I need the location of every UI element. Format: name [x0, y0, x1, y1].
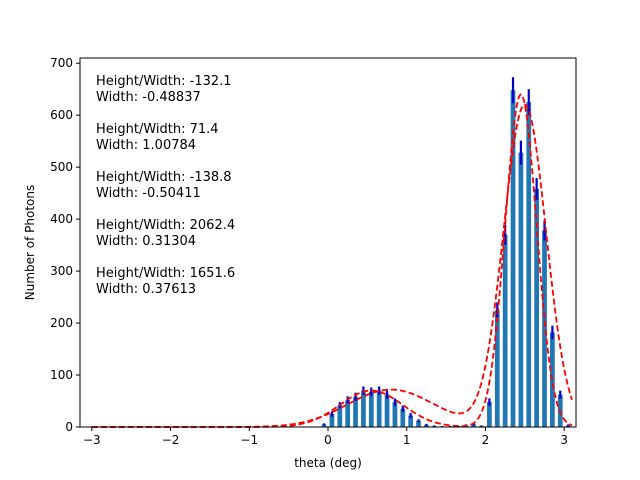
annotation-width: Width: 0.31304 — [96, 234, 196, 249]
annotation-width: Width: 0.37613 — [96, 282, 196, 297]
histogram-bar — [368, 391, 374, 427]
x-tick-label: 3 — [560, 433, 568, 447]
histogram-bar — [345, 399, 351, 427]
y-tick-label: 700 — [50, 56, 73, 70]
y-tick-label: 0 — [65, 420, 73, 434]
annotation-width: Width: 1.00784 — [96, 138, 196, 153]
x-tick-label: 0 — [324, 433, 332, 447]
y-axis-ticks: 0 100 200 300 400 500 600 700 — [50, 56, 80, 434]
histogram-bar — [361, 390, 366, 427]
annotation-width: Width: -0.50411 — [96, 186, 201, 201]
histogram-bar — [471, 424, 477, 427]
y-tick-label: 400 — [50, 212, 73, 226]
annotation-width: Width: -0.48837 — [96, 90, 201, 105]
histogram-bar — [400, 408, 406, 427]
histogram-bar — [416, 420, 421, 427]
annotation-height-width: Height/Width: 1651.6 — [96, 266, 235, 281]
annotation-height-width: Height/Width: -132.1 — [96, 74, 232, 89]
y-tick-label: 300 — [50, 264, 73, 278]
y-tick-label: 100 — [50, 368, 73, 382]
fit-curve — [91, 93, 573, 428]
histogram-bar — [337, 405, 343, 427]
histogram-bar — [494, 310, 500, 427]
x-tick-label: 1 — [403, 433, 411, 447]
histogram-bar — [321, 424, 327, 427]
histogram-bar — [526, 102, 532, 427]
histogram-bar — [534, 188, 539, 427]
x-tick-label: −2 — [162, 433, 180, 447]
errorbars-layer — [322, 77, 570, 427]
histogram-bar — [376, 390, 382, 427]
x-tick-label: 2 — [482, 433, 490, 447]
y-tick-label: 600 — [50, 108, 73, 122]
histogram-bar — [408, 415, 414, 427]
histogram-bar — [542, 230, 547, 427]
histogram-bar — [329, 414, 335, 427]
x-axis-label: theta (deg) — [294, 456, 362, 470]
annotation-height-width: Height/Width: -138.8 — [96, 170, 232, 185]
histogram-bar — [502, 234, 508, 427]
histogram-bar — [392, 402, 398, 427]
histogram-bar — [510, 90, 516, 427]
histogram-bar — [384, 394, 390, 427]
y-tick-label: 200 — [50, 316, 73, 330]
y-tick-label: 500 — [50, 160, 73, 174]
x-tick-label: −3 — [83, 433, 101, 447]
x-tick-label: −1 — [240, 433, 258, 447]
y-axis-label: Number of Photons — [23, 185, 37, 301]
fit-curves-layer — [91, 93, 573, 428]
annotation-height-width: Height/Width: 71.4 — [96, 122, 219, 137]
histogram-bar — [487, 402, 492, 427]
annotation-height-width: Height/Width: 2062.4 — [96, 218, 235, 233]
x-axis-ticks: −3 −2 −1 0 1 2 3 — [83, 427, 568, 447]
bars-layer — [321, 90, 571, 427]
histogram-bar — [353, 396, 358, 427]
histogram-bar — [518, 152, 524, 427]
